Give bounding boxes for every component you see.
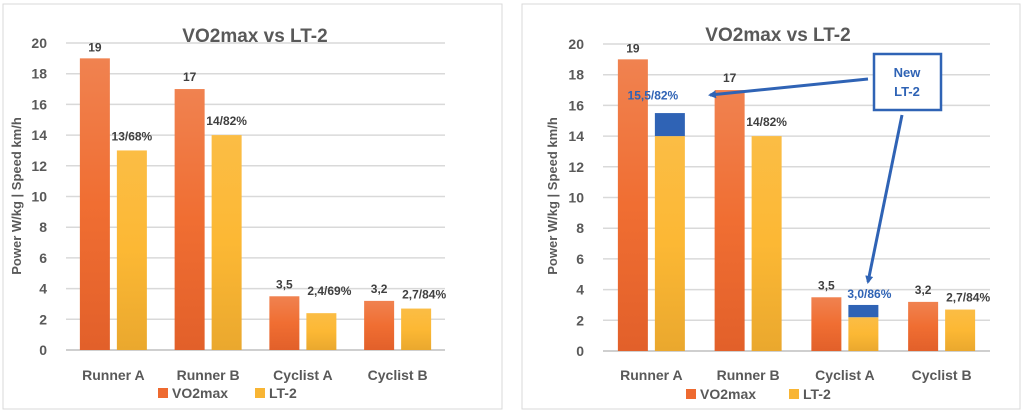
annotation-text-line1: New [894, 65, 922, 80]
y-tick-label: 18 [31, 66, 47, 82]
y-tick-label: 12 [31, 158, 47, 174]
data-label: 3,5 [818, 278, 835, 292]
chart-panel-new-lt2: VO2max vs LT-2 Power W/kg | Speed km/h V… [521, 3, 1021, 410]
y-tick-label: 20 [31, 35, 47, 51]
legend: VO2max LT-2 [686, 386, 831, 402]
legend-label-vo2max: VO2max [700, 386, 756, 402]
y-tick-label: 14 [568, 128, 584, 144]
bar-lt-2 [945, 309, 976, 351]
x-tick-label: Cyclist B [912, 367, 972, 383]
data-label: 19 [626, 41, 640, 55]
y-axis-label: Power W/kg | Speed km/h [545, 117, 560, 275]
data-label: 17 [183, 70, 197, 84]
bar-vo2max [714, 90, 745, 352]
bar-vo2max [269, 296, 300, 350]
y-tick-label: 8 [576, 220, 584, 236]
y-tick-label: 4 [576, 282, 584, 298]
new-lt2-annotation: New LT-2 [708, 52, 943, 284]
data-label: 2,7/84% [402, 288, 446, 302]
annotation-box [872, 52, 943, 112]
y-tick-label: 14 [31, 127, 47, 143]
x-tick-label: Runner A [82, 367, 144, 383]
x-tick-label: Runner B [177, 367, 240, 383]
y-tick-label: 10 [568, 190, 584, 206]
annotation-text-line2: LT-2 [894, 84, 920, 99]
bar-lt-2 [116, 150, 147, 350]
legend-label-vo2max: VO2max [172, 385, 228, 401]
bar-new-lt2 [848, 304, 879, 318]
data-label: 19 [88, 40, 102, 54]
x-tick-label: Cyclist A [273, 367, 332, 383]
data-label: 17 [723, 71, 737, 85]
plot-area: 0 2 4 6 8 10 12 14 16 18 20 Runner A 19 13/68% Runner … [31, 35, 446, 383]
x-tick-label: Runner A [620, 367, 682, 383]
bar-lt-2 [751, 136, 782, 351]
legend-label-lt2: LT-2 [803, 386, 831, 402]
y-axis-label: Power W/kg | Speed km/h [9, 117, 24, 275]
x-tick-label: Runner B [717, 367, 780, 383]
chart-title: VO2max vs LT-2 [705, 25, 850, 46]
bar-lt-2 [211, 135, 242, 350]
bar-lt-2 [848, 317, 879, 351]
y-tick-label: 2 [39, 311, 47, 327]
y-tick-label: 16 [31, 96, 47, 112]
y-tick-label: 0 [576, 343, 584, 359]
y-tick-label: 20 [568, 36, 584, 52]
legend-swatch-lt2 [789, 389, 799, 399]
data-label: 13/68% [112, 129, 153, 143]
data-label: 3,2 [915, 283, 932, 297]
data-label: 2,4/69% [307, 284, 351, 298]
arrow-to-cyclist-a [865, 114, 904, 284]
legend: VO2max LT-2 [158, 385, 297, 401]
y-tick-label: 8 [39, 219, 47, 235]
bar-new-lt2 [654, 113, 685, 137]
data-label: 2,7/84% [946, 291, 990, 305]
data-label: 3,2 [371, 282, 388, 296]
y-tick-label: 6 [39, 250, 47, 266]
legend-swatch-vo2max [686, 389, 696, 399]
bar-vo2max [908, 301, 939, 351]
y-tick-label: 16 [568, 97, 584, 113]
y-tick-label: 0 [39, 342, 47, 358]
data-label: 14/82% [206, 114, 247, 128]
bar-lt-2 [401, 308, 432, 350]
x-tick-label: Cyclist A [815, 367, 874, 383]
bar-vo2max [617, 59, 648, 351]
arrow-to-runner-a [708, 77, 869, 99]
bar-vo2max [174, 89, 205, 351]
y-tick-label: 12 [568, 159, 584, 175]
y-tick-label: 18 [568, 67, 584, 83]
y-tick-label: 10 [31, 189, 47, 205]
data-label-new-lt2: 3,0/86% [847, 287, 891, 301]
data-label: 14/82% [746, 115, 787, 129]
y-tick-label: 4 [39, 281, 47, 297]
bar-vo2max [811, 297, 842, 351]
legend-swatch-lt2 [255, 388, 265, 398]
bar-lt-2 [306, 313, 337, 350]
y-tick-label: 6 [576, 251, 584, 267]
y-tick-label: 2 [576, 312, 584, 328]
legend-swatch-vo2max [158, 388, 168, 398]
data-label: 3,5 [276, 277, 293, 291]
chart-title: VO2max vs LT-2 [182, 26, 327, 47]
plot-area: 0 2 4 6 8 10 12 14 16 18 20 Runner A 19 15,5/82% Runne… [568, 36, 990, 383]
x-tick-label: Cyclist B [368, 367, 428, 383]
bar-vo2max [79, 58, 110, 350]
legend-label-lt2: LT-2 [269, 385, 297, 401]
chart-panel-original: VO2max vs LT-2 Power W/kg | Speed km/h V… [2, 3, 503, 410]
bar-lt-2 [654, 136, 685, 351]
data-label-new-lt2: 15,5/82% [628, 88, 679, 102]
bar-vo2max [364, 300, 395, 350]
